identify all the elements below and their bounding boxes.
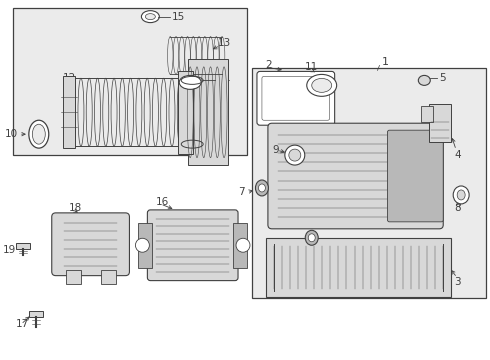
- Bar: [29, 311, 43, 318]
- Text: 6: 6: [322, 252, 328, 262]
- Bar: [63, 76, 74, 148]
- Text: 19: 19: [3, 245, 16, 255]
- Circle shape: [289, 149, 301, 161]
- FancyBboxPatch shape: [388, 130, 443, 222]
- Text: 11: 11: [305, 62, 318, 72]
- Bar: [429, 104, 451, 142]
- Bar: [421, 106, 433, 122]
- Ellipse shape: [142, 11, 159, 23]
- Bar: [138, 223, 152, 268]
- FancyBboxPatch shape: [257, 71, 335, 125]
- Bar: [66, 270, 81, 284]
- Text: 18: 18: [69, 203, 82, 213]
- Text: 3: 3: [454, 276, 461, 287]
- Circle shape: [236, 238, 250, 252]
- Bar: [100, 270, 116, 284]
- Text: 9: 9: [272, 145, 278, 155]
- Bar: [233, 223, 247, 268]
- Ellipse shape: [258, 184, 266, 192]
- FancyBboxPatch shape: [262, 76, 330, 120]
- Text: 15: 15: [172, 12, 186, 22]
- Text: 5: 5: [439, 73, 446, 84]
- Ellipse shape: [29, 120, 49, 148]
- FancyBboxPatch shape: [52, 213, 129, 276]
- Text: 14: 14: [218, 75, 231, 85]
- Bar: [188, 59, 228, 165]
- Ellipse shape: [453, 186, 469, 204]
- Ellipse shape: [457, 190, 465, 200]
- Ellipse shape: [179, 75, 201, 89]
- Text: 2: 2: [265, 60, 271, 71]
- Ellipse shape: [255, 180, 269, 196]
- Text: 10: 10: [5, 129, 18, 139]
- Ellipse shape: [307, 75, 337, 96]
- Text: 8: 8: [454, 203, 461, 213]
- Ellipse shape: [312, 78, 332, 92]
- Text: 4: 4: [454, 150, 461, 160]
- Text: 7: 7: [238, 187, 245, 197]
- Circle shape: [285, 145, 305, 165]
- Text: 13: 13: [218, 37, 231, 48]
- Ellipse shape: [418, 75, 430, 85]
- Text: 1: 1: [382, 58, 389, 67]
- Text: 12: 12: [63, 73, 76, 84]
- Bar: [252, 68, 486, 298]
- FancyBboxPatch shape: [266, 238, 451, 297]
- Bar: [16, 243, 30, 249]
- Ellipse shape: [305, 230, 318, 245]
- FancyBboxPatch shape: [268, 123, 443, 229]
- FancyBboxPatch shape: [147, 210, 238, 280]
- Bar: [13, 8, 247, 155]
- Ellipse shape: [32, 124, 45, 144]
- Ellipse shape: [146, 14, 155, 20]
- Text: 16: 16: [155, 197, 169, 207]
- Ellipse shape: [308, 234, 315, 242]
- Text: 17: 17: [16, 319, 29, 329]
- Bar: [178, 71, 193, 154]
- Circle shape: [135, 238, 149, 252]
